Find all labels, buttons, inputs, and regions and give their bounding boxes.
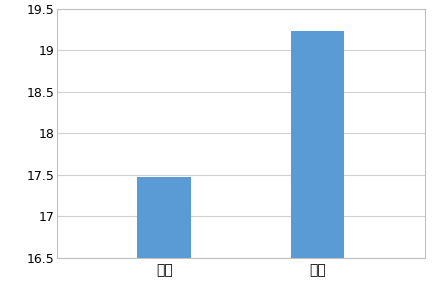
Bar <box>138 177 191 293</box>
Bar <box>291 31 344 293</box>
